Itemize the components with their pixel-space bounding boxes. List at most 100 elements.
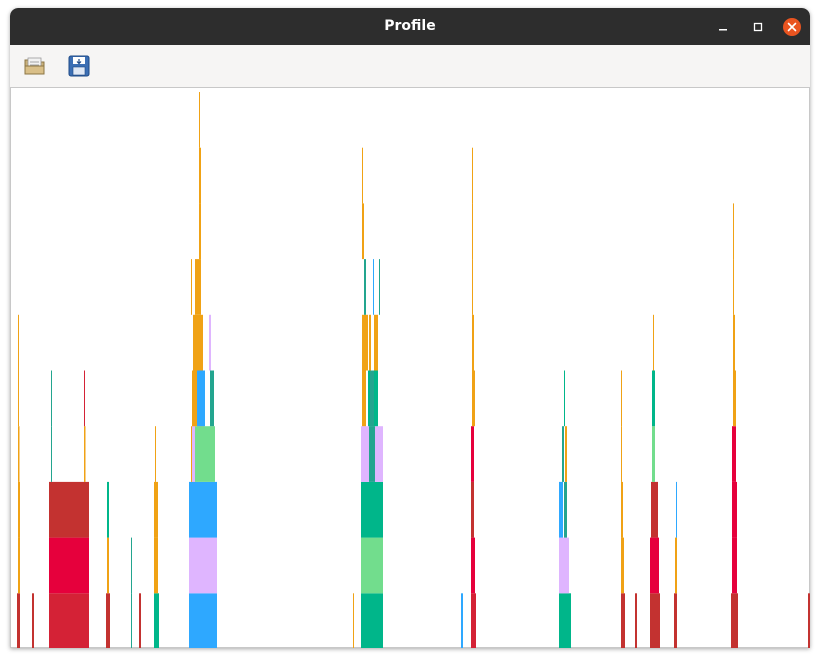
- flame-frame[interactable]: [189, 593, 217, 648]
- minimize-button[interactable]: [713, 17, 733, 37]
- flame-frame[interactable]: [565, 426, 567, 482]
- flame-frame[interactable]: [192, 426, 195, 482]
- flame-frame[interactable]: [199, 147, 201, 204]
- flame-frame[interactable]: [650, 593, 660, 648]
- flame-frame[interactable]: [461, 593, 463, 648]
- flame-frame[interactable]: [154, 537, 158, 594]
- flame-frame[interactable]: [732, 481, 737, 538]
- flame-frame[interactable]: [49, 537, 89, 594]
- flame-frame[interactable]: [18, 314, 19, 371]
- flame-frame[interactable]: [154, 481, 158, 538]
- flame-frame[interactable]: [18, 481, 20, 538]
- flame-frame[interactable]: [189, 537, 217, 594]
- flame-frame[interactable]: [51, 370, 52, 427]
- flame-frame[interactable]: [559, 481, 563, 538]
- flame-frame[interactable]: [195, 426, 215, 482]
- flame-frame[interactable]: [131, 537, 132, 594]
- flame-frame[interactable]: [210, 370, 214, 427]
- flame-frame[interactable]: [471, 481, 474, 538]
- flame-frame[interactable]: [369, 314, 371, 371]
- flame-frame[interactable]: [32, 593, 34, 648]
- flame-frame[interactable]: [49, 593, 89, 648]
- flame-frame[interactable]: [370, 370, 374, 427]
- flame-frame[interactable]: [199, 92, 200, 148]
- flame-frame[interactable]: [808, 593, 810, 648]
- flame-frame[interactable]: [107, 481, 109, 538]
- flame-frame[interactable]: [353, 593, 354, 648]
- flame-frame[interactable]: [84, 426, 86, 482]
- flame-frame[interactable]: [674, 593, 677, 648]
- flame-frame[interactable]: [379, 259, 380, 315]
- flame-frame[interactable]: [733, 370, 736, 427]
- flame-frame[interactable]: [155, 426, 156, 482]
- title-bar[interactable]: Profile: [10, 8, 810, 45]
- flame-frame[interactable]: [361, 537, 383, 594]
- flame-frame[interactable]: [209, 314, 211, 371]
- flame-frame[interactable]: [197, 370, 205, 427]
- flame-frame[interactable]: [17, 593, 20, 648]
- flame-frame[interactable]: [106, 593, 110, 648]
- flame-frame[interactable]: [472, 370, 475, 427]
- flame-frame[interactable]: [650, 537, 659, 594]
- flame-frame[interactable]: [193, 314, 203, 371]
- flame-frame[interactable]: [559, 593, 571, 648]
- flame-frame[interactable]: [731, 593, 738, 648]
- flame-frame[interactable]: [361, 481, 383, 538]
- flame-frame[interactable]: [564, 370, 565, 427]
- flame-frame[interactable]: [472, 147, 473, 204]
- open-button[interactable]: [22, 53, 48, 79]
- save-button[interactable]: [66, 53, 92, 79]
- flame-graph-canvas[interactable]: [10, 87, 810, 648]
- flame-frame[interactable]: [362, 203, 364, 260]
- flame-frame[interactable]: [733, 203, 734, 260]
- flame-frame[interactable]: [564, 481, 567, 538]
- flame-frame[interactable]: [621, 370, 622, 427]
- flame-frame[interactable]: [18, 426, 20, 482]
- flame-frame[interactable]: [139, 593, 141, 648]
- close-button[interactable]: [782, 17, 802, 37]
- flame-frame[interactable]: [362, 370, 366, 427]
- flame-frame[interactable]: [362, 314, 368, 371]
- flame-frame[interactable]: [84, 370, 85, 427]
- flame-frame[interactable]: [635, 593, 637, 648]
- flame-frame[interactable]: [49, 481, 89, 538]
- flame-frame[interactable]: [621, 481, 623, 538]
- flame-frame[interactable]: [621, 537, 624, 594]
- flame-frame[interactable]: [652, 370, 655, 427]
- flame-frame[interactable]: [18, 537, 20, 594]
- flame-frame[interactable]: [373, 259, 374, 315]
- flame-frame[interactable]: [733, 259, 734, 315]
- flame-frame[interactable]: [676, 481, 677, 538]
- flame-frame[interactable]: [621, 426, 622, 482]
- flame-frame[interactable]: [364, 259, 366, 315]
- flame-frame[interactable]: [733, 314, 735, 371]
- flame-frame[interactable]: [472, 259, 473, 315]
- flame-frame[interactable]: [675, 537, 677, 594]
- flame-frame[interactable]: [471, 593, 476, 648]
- flame-frame[interactable]: [652, 426, 655, 482]
- maximize-button[interactable]: [748, 17, 768, 37]
- flame-frame[interactable]: [18, 370, 19, 427]
- flame-frame[interactable]: [369, 426, 375, 482]
- flame-frame[interactable]: [621, 593, 625, 648]
- flame-frame[interactable]: [51, 426, 52, 482]
- flame-frame[interactable]: [374, 314, 378, 371]
- flame-frame[interactable]: [195, 259, 201, 315]
- flame-frame[interactable]: [191, 259, 192, 315]
- flame-frame[interactable]: [732, 426, 736, 482]
- flame-frame[interactable]: [471, 537, 475, 594]
- flame-frame[interactable]: [472, 203, 473, 260]
- flame-graph[interactable]: [11, 88, 810, 648]
- flame-frame[interactable]: [732, 537, 737, 594]
- flame-frame[interactable]: [107, 537, 109, 594]
- flame-frame[interactable]: [651, 481, 658, 538]
- flame-frame[interactable]: [189, 481, 217, 538]
- flame-frame[interactable]: [361, 593, 383, 648]
- flame-frame[interactable]: [471, 426, 474, 482]
- flame-frame[interactable]: [562, 426, 564, 482]
- flame-frame[interactable]: [362, 147, 363, 204]
- flame-frame[interactable]: [131, 593, 132, 648]
- flame-frame[interactable]: [559, 537, 569, 594]
- flame-frame[interactable]: [472, 314, 474, 371]
- flame-frame[interactable]: [199, 203, 201, 260]
